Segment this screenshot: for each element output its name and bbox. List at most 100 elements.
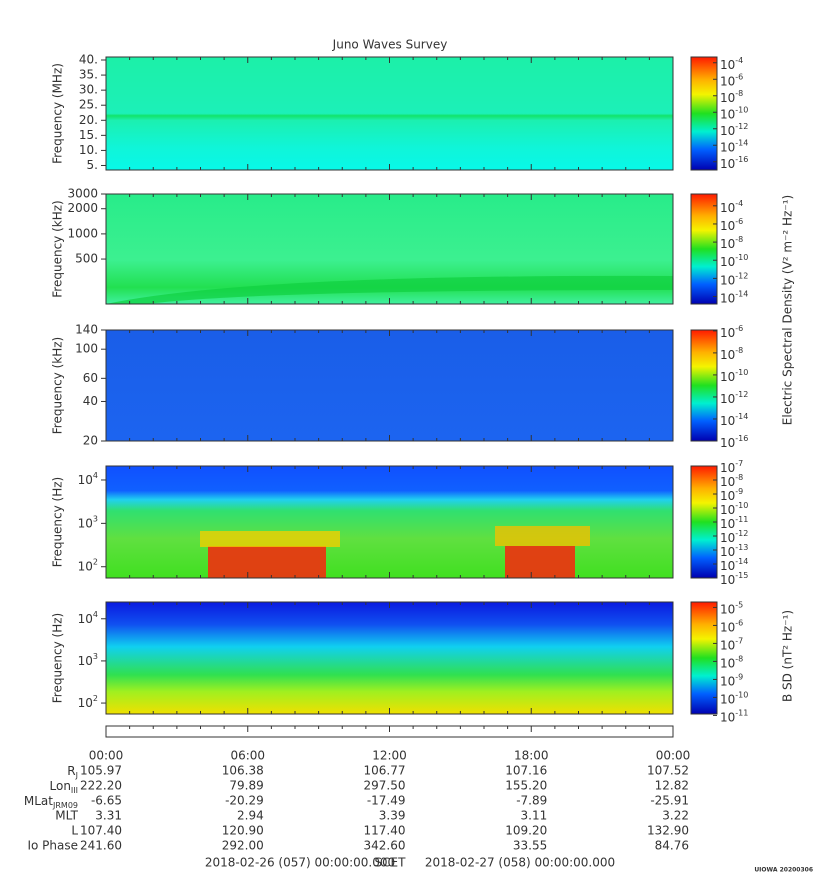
colorbar-tick-label-base: 10 xyxy=(720,638,735,652)
colorbar-tick-label: 10-10 xyxy=(720,105,748,121)
ephemeris-value: 120.90 xyxy=(222,824,264,838)
colorbar-tick-label-base: 10 xyxy=(720,692,735,706)
ephemeris-value: 297.50 xyxy=(364,779,406,793)
colorbar-tick-label-exp: -9 xyxy=(735,487,743,496)
y-tick-label: 30. xyxy=(79,83,98,97)
colorbar-tick-label-exp: -6 xyxy=(735,323,743,332)
colorbar-tick-label-base: 10 xyxy=(720,74,735,88)
colorbar xyxy=(690,329,718,442)
colorbar-tick-label-base: 10 xyxy=(720,573,735,587)
colorbar-tick-label-exp: -16 xyxy=(735,154,748,163)
spectrogram xyxy=(106,466,673,578)
colorbar-tick-label: 10-12 xyxy=(720,389,748,405)
ephemeris-label: MLatJRM09 xyxy=(24,794,78,810)
colorbar-tick-label: 10-8 xyxy=(720,235,743,251)
colorbar-tick-label: 10-16 xyxy=(720,154,748,170)
ephemeris-value: 107.16 xyxy=(505,764,547,778)
y-tick-label-base: 10 xyxy=(78,611,93,625)
colorbar-tick-label-base: 10 xyxy=(720,413,735,427)
colorbar-tick-label-base: 10 xyxy=(720,656,735,670)
colorbar-tick-label-base: 10 xyxy=(720,273,735,287)
colorbar-tick-label-base: 10 xyxy=(720,620,735,634)
colorbar-tick-label: 10-12 xyxy=(720,121,748,137)
time-tick-label: 18:00 xyxy=(514,749,549,763)
colorbar-tick-label: 10-14 xyxy=(720,289,748,305)
colorbar-tick-label-base: 10 xyxy=(720,436,735,450)
colorbar-tick-label-exp: -6 xyxy=(735,216,743,225)
colorbar-tick-label-base: 10 xyxy=(720,391,735,405)
colorbar-tick-label-base: 10 xyxy=(720,369,735,383)
y-tick-label: 40. xyxy=(79,53,98,67)
ephemeris-label: MLT xyxy=(55,809,78,823)
colorbar xyxy=(690,193,718,305)
ephemeris-value: 105.97 xyxy=(80,764,122,778)
colorbar-tick-label: 10-8 xyxy=(720,88,743,104)
y-axis-label: Frequency (kHz) xyxy=(51,200,65,297)
y-tick-label: 102 xyxy=(78,694,98,710)
colorbar-tick-label-exp: -7 xyxy=(735,636,743,645)
colorbar-tick-label-base: 10 xyxy=(720,559,735,573)
colorbar-tick-label-exp: -10 xyxy=(735,690,748,699)
colorbar-tick-label-base: 10 xyxy=(720,545,735,559)
y-tick-label-exp: 4 xyxy=(93,470,98,479)
colorbar-tick-label: 10-13 xyxy=(720,543,748,559)
ephemeris-label: Io Phase xyxy=(27,839,78,853)
ephemeris-value: 109.20 xyxy=(505,824,547,838)
ephemeris-value: 3.31 xyxy=(95,809,122,823)
colorbar-tick-label: 10-8 xyxy=(720,473,743,489)
ephemeris-label-base: R xyxy=(67,764,75,778)
ephemeris-label: LonIII xyxy=(50,779,79,795)
y-tick-label-exp: 2 xyxy=(93,557,98,566)
colorbar-tick-label-exp: -12 xyxy=(735,271,748,280)
colorbar-tick-label: 10-7 xyxy=(720,636,743,652)
y-tick-label: 20 xyxy=(83,434,98,448)
ephemeris-label-exp: III xyxy=(71,786,78,795)
y-tick-label: 1000 xyxy=(67,226,98,240)
ephemeris-value: -20.29 xyxy=(225,794,264,808)
y-tick-label: 104 xyxy=(78,609,98,625)
colorbar-tick-label-exp: -16 xyxy=(735,434,748,443)
time-tick-label: 00:00 xyxy=(656,749,691,763)
colorbar-tick-label: 10-6 xyxy=(720,72,743,88)
y-tick-label-base: 10 xyxy=(78,696,93,710)
colorbar xyxy=(690,601,718,715)
spectrogram xyxy=(106,57,673,170)
colorbar-tick-label-base: 10 xyxy=(720,347,735,361)
colorbar-tick-label-base: 10 xyxy=(720,531,735,545)
colorbar-tick-label-exp: -4 xyxy=(735,55,743,64)
ephemeris-value: 79.89 xyxy=(229,779,263,793)
colorbar-tick-label-base: 10 xyxy=(720,602,735,616)
colorbar-tick-label-base: 10 xyxy=(720,140,735,154)
ephemeris-value: 84.76 xyxy=(655,839,689,853)
y-axis-label: Frequency (Hz) xyxy=(51,477,65,568)
ephemeris-label: L xyxy=(71,824,78,838)
y-tick-label: 2000 xyxy=(67,201,98,215)
colorbar-tick-label-exp: -13 xyxy=(735,543,748,552)
colorbar-tick-label-base: 10 xyxy=(720,156,735,170)
spectrogram xyxy=(106,602,673,714)
colorbar-tick-label-exp: -12 xyxy=(735,121,748,130)
ephemeris-label-exp: JRM09 xyxy=(52,801,78,810)
colorbar-tick-label-exp: -14 xyxy=(735,557,748,566)
colorbar-tick-label-exp: -11 xyxy=(735,708,748,717)
y-tick-label-exp: 4 xyxy=(93,609,98,618)
colorbar-tick-label-base: 10 xyxy=(720,291,735,305)
colorbar-label: Electric Spectral Density (V² m⁻² Hz⁻¹) xyxy=(781,195,795,425)
ephemeris-value: 117.40 xyxy=(364,824,406,838)
colorbar-tick-label-base: 10 xyxy=(720,200,735,214)
y-axis-label: Frequency (Hz) xyxy=(51,613,65,704)
colorbar-tick-label-exp: -15 xyxy=(735,571,748,580)
time-tick-label: 12:00 xyxy=(372,749,407,763)
ephemeris-value: 132.90 xyxy=(647,824,689,838)
ephemeris-value: -7.89 xyxy=(516,794,547,808)
colorbar-tick-label-exp: -9 xyxy=(735,672,743,681)
title: Juno Waves Survey xyxy=(332,38,448,52)
time-tick-label: 00:00 xyxy=(89,749,124,763)
y-tick-label: 103 xyxy=(78,514,98,530)
y-tick-label: 20. xyxy=(79,113,98,127)
colorbar-tick-label-exp: -10 xyxy=(735,501,748,510)
ephemeris-value: -6.65 xyxy=(91,794,122,808)
y-tick-label: 60 xyxy=(83,371,98,385)
y-tick-label-base: 10 xyxy=(78,472,93,486)
